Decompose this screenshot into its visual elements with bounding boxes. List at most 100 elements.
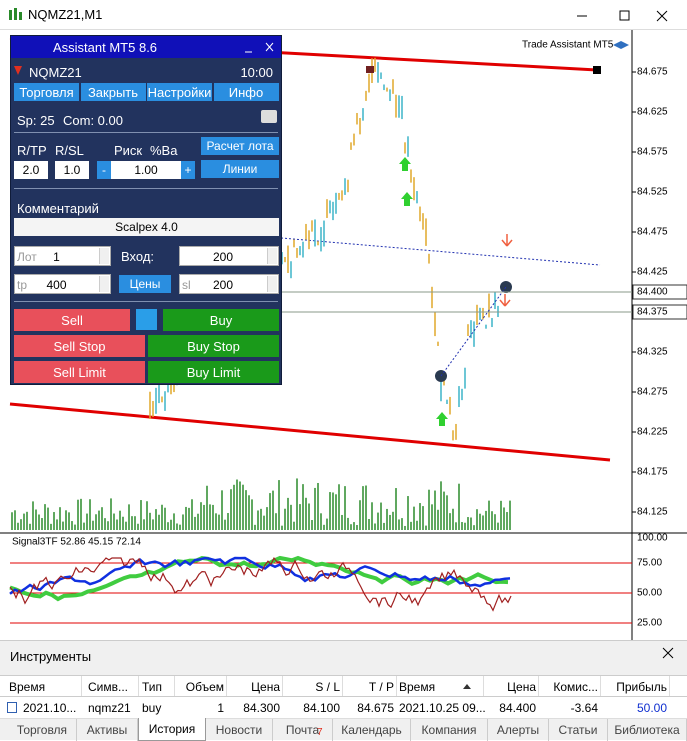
table-cell: 1 xyxy=(217,701,224,715)
column-divider xyxy=(600,676,601,696)
field-label: %Ba xyxy=(150,143,178,158)
table-cell: 84.400 xyxy=(499,701,536,715)
close-toolbox[interactable] xyxy=(662,647,674,659)
column-header[interactable]: Симв... xyxy=(88,680,128,694)
price-box xyxy=(632,304,687,320)
column-header[interactable]: T / P xyxy=(368,680,394,694)
spin-field[interactable]: sl 200 xyxy=(179,274,279,294)
level-label: 100.00 xyxy=(637,533,668,544)
field-value: 400 xyxy=(46,278,67,292)
rtp-input[interactable]: 2.0 xyxy=(14,161,48,179)
panel-title: Assistant MT5 8.6 xyxy=(53,40,158,55)
price-label: 84.225 xyxy=(637,427,668,438)
calc-button[interactable]: Расчет лота xyxy=(201,137,279,155)
current-price: 84.375 xyxy=(637,307,668,318)
buy-order-button[interactable]: Buy Limit xyxy=(148,361,279,383)
field-label: R/SL xyxy=(55,143,84,158)
toolbox-tab[interactable]: Компания xyxy=(411,719,488,741)
column-header[interactable]: Время xyxy=(399,680,436,694)
minus-button[interactable]: - xyxy=(97,161,111,179)
panel-controls[interactable] xyxy=(243,38,279,56)
window-title: NQMZ21,M1 xyxy=(28,7,103,22)
column-header[interactable]: Тип xyxy=(142,680,163,694)
price-box xyxy=(632,284,687,300)
toolbox-tab[interactable]: Активы xyxy=(77,719,138,741)
separator xyxy=(14,132,278,133)
buy-button[interactable]: Buy xyxy=(163,309,279,331)
camera-button[interactable] xyxy=(261,110,277,123)
column-header[interactable]: Цена xyxy=(251,680,280,694)
toggle-button[interactable] xyxy=(136,309,157,330)
risk-input[interactable]: 1.00 xyxy=(111,161,181,179)
panel-titlebar xyxy=(11,36,281,58)
column-header[interactable]: Объем xyxy=(185,680,224,694)
toolbox-tab[interactable]: Календарь xyxy=(333,719,411,741)
level-label: 25.00 xyxy=(637,618,662,629)
spin-field[interactable]: Лот 1 xyxy=(14,246,111,266)
field-caption: sl xyxy=(182,278,191,292)
dotted-line xyxy=(9,214,601,266)
table-row[interactable]: 2021.10... nqmz21 buy 1 84.300 84.100 84.675 20… xyxy=(0,697,687,719)
table-cell: 2021.10... xyxy=(23,701,77,715)
row-icon xyxy=(7,702,17,713)
field-caption: Лот xyxy=(17,250,37,264)
sell-arrow xyxy=(501,234,513,247)
rsl-input[interactable]: 1.0 xyxy=(55,161,89,179)
toolbox-tab[interactable]: История xyxy=(138,718,206,741)
commission: Com: 0.00 xyxy=(63,113,123,128)
mail-badge: 7 xyxy=(317,727,323,738)
trend-line xyxy=(9,402,611,462)
window-controls[interactable] xyxy=(575,8,675,24)
toolbox-tab[interactable]: Торговля xyxy=(8,719,77,741)
buy-order-button[interactable]: Buy Stop xyxy=(148,335,279,357)
column-divider xyxy=(81,676,82,696)
column-divider xyxy=(483,676,484,696)
price-label: 84.125 xyxy=(637,507,668,518)
table-cell: 84.675 xyxy=(357,701,394,715)
column-header[interactable]: Цена xyxy=(507,680,536,694)
prices-button[interactable]: Цены xyxy=(119,275,171,293)
spin-field[interactable]: 200 xyxy=(179,246,279,266)
assistant-panel: Assistant MT5 8.6 NQMZ21 10:00 Торговля Закр… xyxy=(10,35,282,385)
sell-order-button[interactable]: Sell Limit xyxy=(14,361,145,383)
spinner xyxy=(99,276,109,292)
price-label: 84.275 xyxy=(637,387,668,398)
toolbox-tab[interactable]: Новости xyxy=(206,719,273,741)
column-divider xyxy=(226,676,227,696)
column-divider xyxy=(669,676,670,696)
entry-label: Вход: xyxy=(121,249,155,264)
buy-arrow xyxy=(436,412,448,426)
buy-arrow xyxy=(401,192,413,206)
column-header[interactable]: Время xyxy=(9,680,46,694)
toolbox-tab[interactable]: Алерты xyxy=(488,719,549,741)
field-caption: tp xyxy=(17,278,28,292)
sell-order-button[interactable]: Sell Stop xyxy=(14,335,145,357)
panel-tab[interactable]: Настройки xyxy=(147,83,212,101)
toolbox-tab[interactable]: Статьи xyxy=(549,719,608,741)
toolbox-tab[interactable]: Библиотека xyxy=(608,719,687,741)
panel-tab[interactable]: Инфо xyxy=(213,83,279,101)
position-marker xyxy=(500,281,512,293)
column-divider xyxy=(138,676,139,696)
comment-input[interactable]: Scalpex 4.0 xyxy=(14,218,279,236)
column-header[interactable]: Комис... xyxy=(553,680,598,694)
price-label: 84.675 xyxy=(637,67,668,78)
spin-field[interactable]: tp 400 xyxy=(14,274,111,294)
spinner xyxy=(267,276,277,292)
plus-button[interactable]: + xyxy=(181,161,195,179)
lines-button[interactable]: Линии xyxy=(201,160,279,178)
separator xyxy=(14,301,278,302)
chart-badge: Trade Assistant MT5 xyxy=(522,40,614,51)
field-value: 200 xyxy=(212,278,234,292)
panel-tab[interactable]: Закрыть xyxy=(80,83,146,101)
column-header[interactable]: Прибыль xyxy=(616,680,667,694)
toolbox: Инструменты Время Симв... Тип Объем Цена S / L… xyxy=(0,640,687,741)
price-label: 84.525 xyxy=(637,187,668,198)
field-value: 200 xyxy=(212,250,234,264)
table-cell: nqmz21 xyxy=(88,701,131,715)
toolbox-title: Инструменты xyxy=(10,649,92,664)
column-header[interactable]: S / L xyxy=(315,680,340,694)
panel-tab[interactable]: Торговля xyxy=(14,83,79,101)
toolbox-tab[interactable]: Почта xyxy=(273,719,333,741)
sell-button[interactable]: Sell xyxy=(14,309,130,331)
